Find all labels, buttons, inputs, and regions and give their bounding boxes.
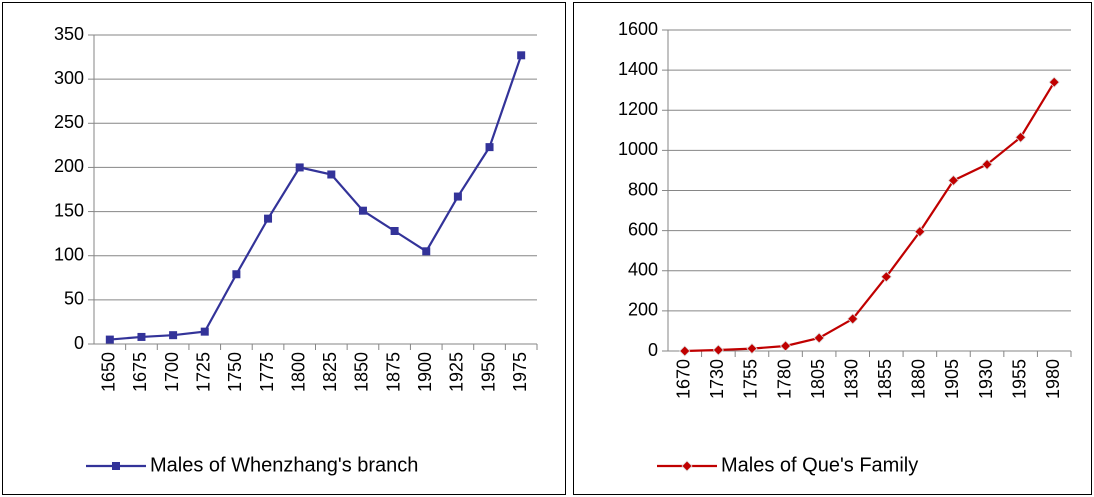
marker — [264, 214, 273, 223]
y-tick-label: 200 — [628, 300, 658, 320]
marker — [485, 143, 494, 152]
x-tick-label: 1880 — [909, 359, 929, 399]
marker — [232, 270, 241, 279]
marker — [200, 327, 209, 336]
y-tick-label: 400 — [628, 260, 658, 280]
x-tick-label: 1980 — [1043, 359, 1063, 399]
x-tick-label: 1750 — [225, 352, 245, 392]
series-line — [684, 81, 1056, 353]
y-tick-label: 150 — [54, 200, 84, 220]
marker — [137, 332, 146, 341]
x-tick-label: 1670 — [674, 359, 694, 399]
x-tick-label: 1955 — [1009, 359, 1029, 399]
legend-label: Males of Que's Family — [721, 454, 918, 476]
x-tick-label: 1925 — [447, 352, 467, 392]
x-tick-label: 1650 — [99, 352, 119, 392]
legend-label: Males of Whenzhang's branch — [150, 454, 418, 476]
y-tick-label: 50 — [64, 289, 84, 309]
marker — [947, 174, 960, 187]
x-tick-label: 1875 — [383, 352, 403, 392]
marker — [453, 192, 462, 201]
x-tick-label: 1830 — [841, 359, 861, 399]
x-tick-label: 1755 — [741, 359, 761, 399]
marker — [813, 332, 825, 344]
x-tick-label: 1805 — [808, 359, 828, 399]
x-tick-label: 1800 — [288, 352, 308, 392]
marker — [1048, 76, 1060, 88]
y-tick-label: 300 — [54, 68, 84, 88]
x-tick-label: 1775 — [257, 352, 277, 392]
marker — [1015, 131, 1027, 143]
marker — [712, 344, 724, 356]
marker — [422, 247, 431, 256]
marker — [847, 313, 859, 325]
marker — [746, 343, 758, 355]
marker — [981, 158, 993, 170]
y-tick-label: 1600 — [618, 19, 658, 39]
x-tick-label: 1975 — [510, 352, 530, 392]
y-tick-label: 0 — [648, 340, 658, 360]
x-tick-label: 1900 — [415, 352, 435, 392]
marker — [295, 163, 304, 172]
marker — [358, 206, 367, 215]
marker — [327, 170, 336, 179]
y-tick-label: 1400 — [618, 59, 658, 79]
x-tick-label: 1905 — [942, 359, 962, 399]
y-tick-label: 250 — [54, 112, 84, 132]
marker — [679, 345, 691, 357]
x-tick-label: 1700 — [162, 352, 182, 392]
x-tick-label: 1730 — [707, 359, 727, 399]
marker — [914, 226, 926, 238]
y-tick-label: 0 — [74, 333, 84, 353]
marker — [517, 51, 526, 60]
x-tick-label: 1780 — [774, 359, 794, 399]
marker — [880, 271, 892, 283]
marker — [390, 226, 399, 235]
marker — [105, 335, 114, 344]
panel-border — [2, 2, 566, 495]
legend-marker — [681, 460, 693, 472]
x-tick-label: 1930 — [976, 359, 996, 399]
x-tick-label: 1675 — [130, 352, 150, 392]
y-tick-label: 100 — [54, 244, 84, 264]
x-tick-label: 1950 — [478, 352, 498, 392]
y-tick-label: 350 — [54, 24, 84, 44]
x-tick-label: 1850 — [352, 352, 372, 392]
y-tick-label: 1000 — [618, 139, 658, 159]
marker — [779, 340, 792, 352]
y-tick-label: 1200 — [618, 99, 658, 119]
marker — [169, 331, 178, 340]
y-tick-label: 600 — [628, 219, 658, 239]
y-tick-label: 800 — [628, 179, 658, 199]
y-tick-label: 200 — [54, 156, 84, 176]
panel-border — [573, 2, 1092, 495]
legend-marker — [112, 462, 120, 470]
x-tick-label: 1825 — [320, 352, 340, 392]
series-line — [109, 54, 523, 341]
x-tick-label: 1855 — [875, 359, 895, 399]
x-tick-label: 1725 — [194, 352, 214, 392]
